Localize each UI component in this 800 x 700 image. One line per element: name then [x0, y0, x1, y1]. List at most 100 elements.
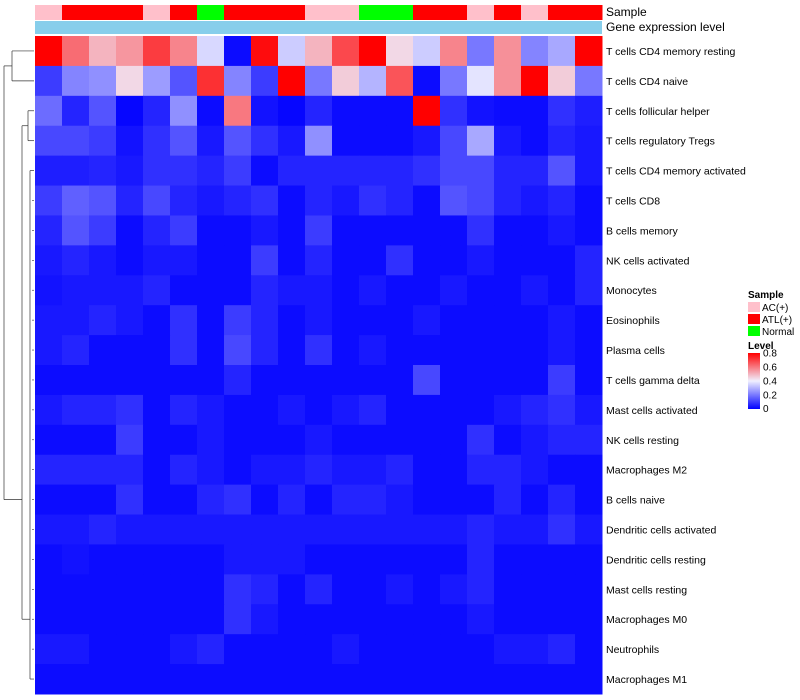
row-dendrogram: [3, 50, 34, 680]
heatmap-cell: [89, 634, 117, 665]
heatmap-cell: [548, 215, 576, 246]
heatmap-cell: [89, 454, 117, 486]
heatmap-cell: [413, 424, 441, 456]
heatmap-cell: [494, 275, 522, 306]
heatmap-cell: [170, 484, 198, 516]
heatmap-cell: [116, 574, 144, 605]
heatmap-cell: [35, 335, 63, 366]
heatmap-cell: [62, 484, 90, 516]
heatmap-cell: [89, 65, 117, 97]
row-label: Dendritic cells activated: [606, 525, 716, 537]
heatmap-cell: [89, 275, 117, 306]
heatmap-cell: [197, 125, 225, 157]
heatmap-cell: [386, 424, 414, 456]
heatmap-cell: [170, 125, 198, 157]
sample-legend: Sample AC(+)ATL(+)Normal: [748, 290, 794, 338]
heatmap-cell: [143, 65, 171, 97]
heatmap-cell: [224, 125, 252, 157]
heatmap-cell: [467, 275, 495, 306]
heatmap-cell: [494, 95, 522, 127]
heatmap-cell: [413, 574, 441, 605]
heatmap-cell: [197, 305, 225, 336]
row-label: Macrophages M0: [606, 614, 687, 626]
heatmap-cell: [413, 245, 441, 276]
heatmap-cell: [35, 185, 63, 216]
row-label: T cells CD4 memory activated: [606, 166, 746, 178]
heatmap-cell: [305, 275, 333, 306]
heatmap-cell: [332, 275, 360, 306]
heatmap-cell: [278, 215, 306, 246]
heatmap-cell: [62, 305, 90, 336]
heatmap-cell: [89, 305, 117, 336]
heatmap-cell: [440, 305, 468, 336]
heatmap-cell: [62, 155, 90, 187]
heatmap-cell: [386, 275, 414, 306]
heatmap-cell: [548, 245, 576, 276]
heatmap-cell: [575, 424, 603, 456]
heatmap-cell: [251, 574, 279, 605]
row-label: Macrophages M1: [606, 674, 687, 686]
row-label: B cells memory: [606, 225, 679, 237]
heatmap-cell: [197, 365, 225, 396]
heatmap-cell: [89, 335, 117, 366]
heatmap-cell: [386, 65, 414, 97]
heatmap-cell: [494, 604, 522, 635]
heatmap-cell: [359, 36, 387, 67]
heatmap-cell: [305, 394, 333, 426]
sample-legend-label: AC(+): [762, 303, 788, 314]
heatmap-cell: [467, 95, 495, 127]
heatmap-cell: [548, 95, 576, 127]
heatmap-cell: [62, 335, 90, 366]
heatmap-cell: [89, 574, 117, 605]
sample-legend-label: Normal: [762, 327, 794, 338]
heatmap-cell: [386, 185, 414, 216]
heatmap-cell: [89, 36, 117, 67]
heatmap-cell: [440, 215, 468, 246]
heatmap-cell: [467, 215, 495, 246]
heatmap-cell: [62, 36, 90, 67]
heatmap-cell: [35, 544, 63, 575]
sample-annotation-cell: [35, 5, 63, 20]
heatmap-cell: [143, 574, 171, 605]
heatmap-cell: [386, 215, 414, 246]
heatmap-cell: [467, 245, 495, 276]
heatmap-cell: [386, 664, 414, 695]
heatmap-cell: [116, 155, 144, 187]
heatmap-cell: [35, 155, 63, 187]
heatmap-cell: [35, 65, 63, 97]
heatmap-cell: [170, 634, 198, 665]
heatmap-cell: [224, 634, 252, 665]
heatmap-cell: [89, 484, 117, 516]
heatmap-cell: [494, 305, 522, 336]
heatmap-cell: [332, 544, 360, 575]
heatmap-cell: [116, 454, 144, 486]
heatmap-cell: [116, 634, 144, 665]
sample-annotation-label: Sample: [606, 5, 647, 19]
heatmap-cell: [143, 664, 171, 695]
heatmap-cell: [197, 604, 225, 635]
heatmap-cell: [521, 484, 549, 516]
heatmap-cell: [170, 275, 198, 306]
row-label: Monocytes: [606, 285, 657, 297]
heatmap-cell: [305, 305, 333, 336]
sample-annotation-cell: [143, 5, 171, 20]
heatmap-cell: [35, 95, 63, 127]
sample-legend-title: Sample: [748, 290, 784, 301]
heatmap-cell: [143, 305, 171, 336]
heatmap-cell: [197, 514, 225, 545]
heatmap-cell: [305, 574, 333, 605]
heatmap-cell: [575, 484, 603, 516]
heatmap-cell: [251, 275, 279, 306]
heatmap-cell: [224, 574, 252, 605]
heatmap-cell: [116, 604, 144, 635]
heatmap-cell: [386, 335, 414, 366]
heatmap-cell: [278, 574, 306, 605]
heatmap-cell: [467, 125, 495, 157]
heatmap-cell: [197, 335, 225, 366]
heatmap-cell: [494, 185, 522, 216]
heatmap-cell: [575, 514, 603, 545]
heatmap-cell: [305, 514, 333, 545]
heatmap-cell: [278, 95, 306, 127]
heatmap-cell: [575, 245, 603, 276]
